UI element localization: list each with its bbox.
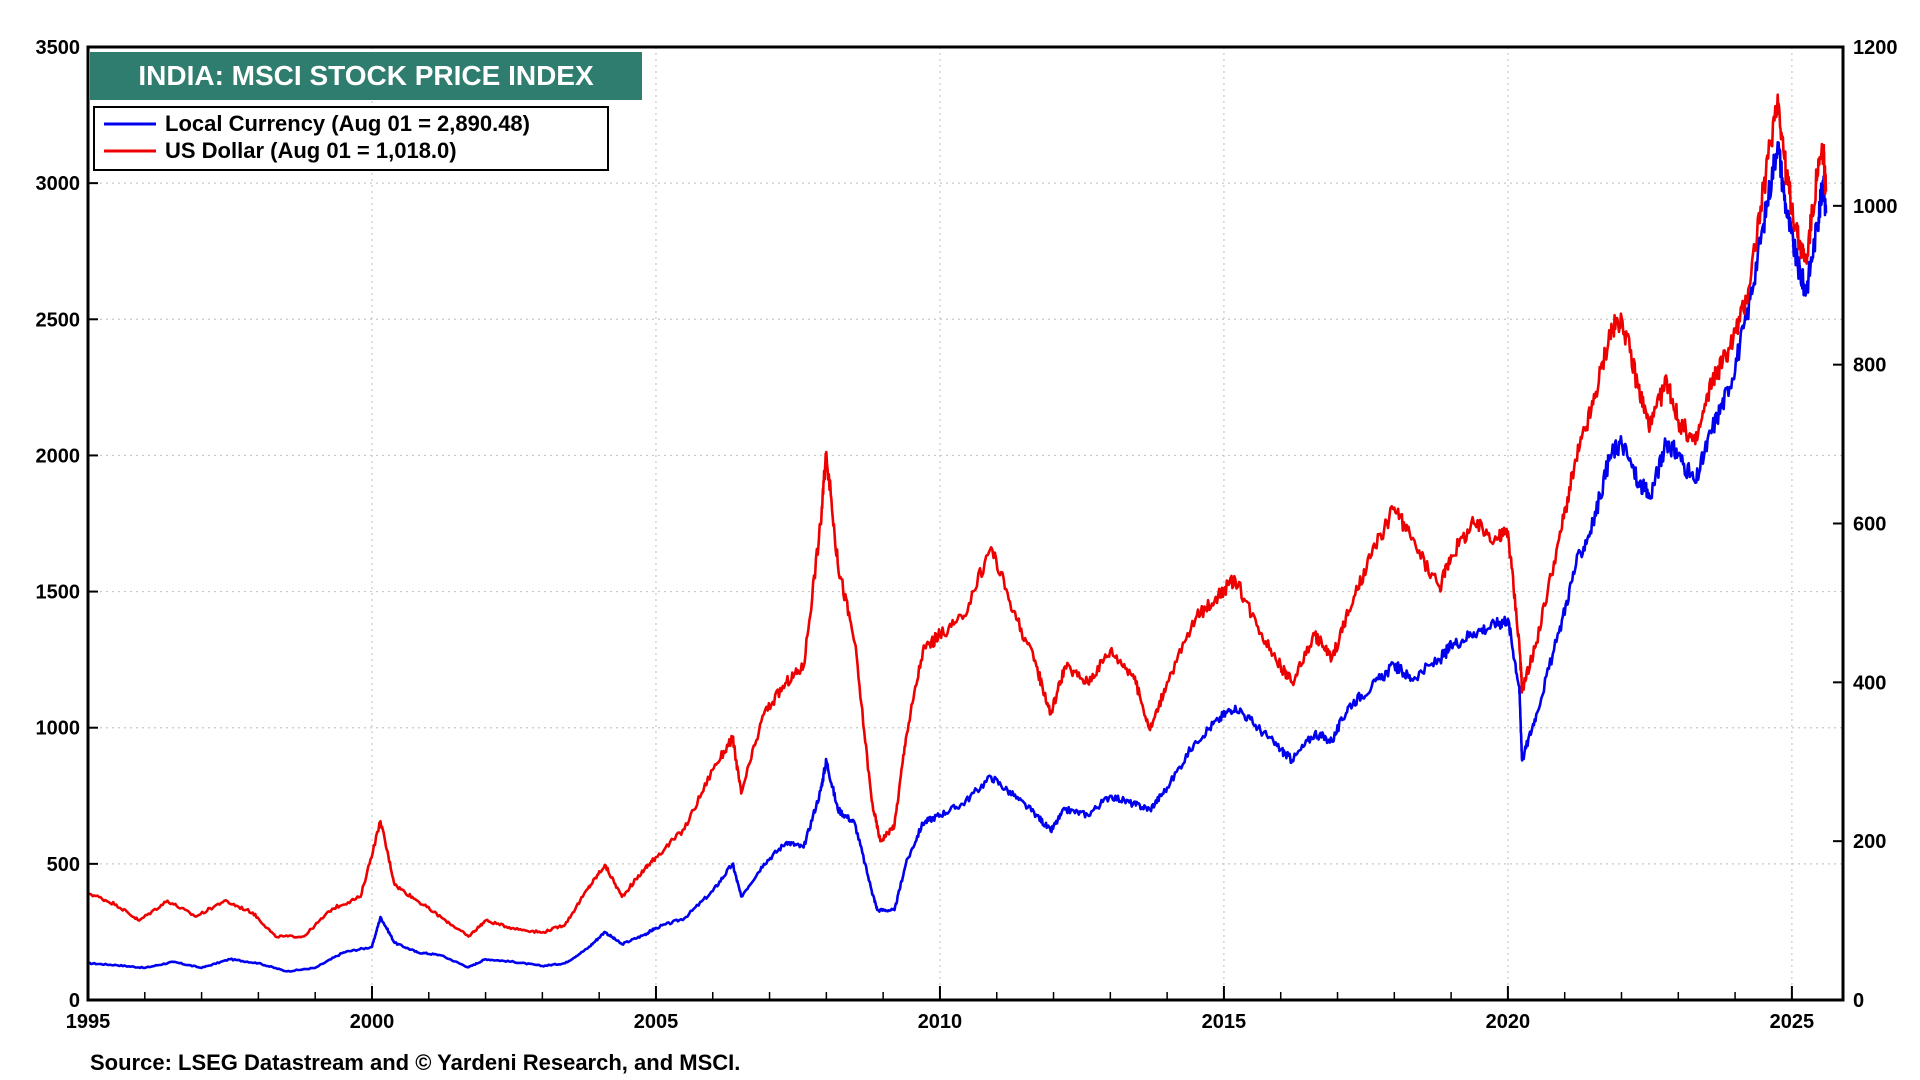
tick-label-left: 1000 <box>36 718 81 740</box>
chart-title-box: INDIA: MSCI STOCK PRICE INDEX <box>90 52 642 100</box>
legend-box <box>93 106 609 171</box>
legend-label-us-dollar: US Dollar (Aug 01 = 1,018.0) <box>165 138 457 163</box>
tick-label-x: 2020 <box>1486 1011 1531 1033</box>
series-line-local-currency <box>87 141 1828 973</box>
grid-layer <box>88 47 1843 1000</box>
tick-label-x: 2000 <box>350 1011 395 1033</box>
tick-label-x: 2025 <box>1770 1011 1815 1033</box>
legend: Local Currency (Aug 01 = 2,890.48) US Do… <box>93 106 609 171</box>
tick-label-x: 2005 <box>634 1011 679 1033</box>
source-note: Source: LSEG Datastream and © Yardeni Re… <box>90 1050 740 1075</box>
tick-label-right: 600 <box>1853 514 1886 536</box>
series-line-us-dollar <box>87 93 1828 939</box>
chart-title: INDIA: MSCI STOCK PRICE INDEX <box>138 60 594 91</box>
tick-label-left: 500 <box>47 854 80 876</box>
tick-label-x: 2010 <box>918 1011 963 1033</box>
tick-label-x: 1995 <box>66 1011 111 1033</box>
tick-label-left: 0 <box>69 990 80 1012</box>
title-box-background <box>90 52 642 100</box>
axis-layer: 0 500 1000 1500 2000 2500 3000 3500 0 200 400 600 80… <box>36 37 1898 1033</box>
tick-label-right: 200 <box>1853 831 1886 853</box>
legend-label-local-currency: Local Currency (Aug 01 = 2,890.48) <box>165 111 530 136</box>
tick-label-right: 800 <box>1853 355 1886 377</box>
tick-label-x: 2015 <box>1202 1011 1247 1033</box>
tick-label-left: 3500 <box>36 37 81 59</box>
tick-label-left: 2000 <box>36 445 81 467</box>
tick-label-left: 1500 <box>36 582 81 604</box>
series-layer <box>87 93 1828 973</box>
plot-frame <box>86 45 1845 1002</box>
tick-label-right: 1000 <box>1853 196 1898 218</box>
tick-label-right: 0 <box>1853 990 1864 1012</box>
tick-label-right: 1200 <box>1853 37 1898 59</box>
tick-label-left: 3000 <box>36 173 81 195</box>
tick-label-left: 2500 <box>36 309 81 331</box>
tick-label-right: 400 <box>1853 672 1886 694</box>
